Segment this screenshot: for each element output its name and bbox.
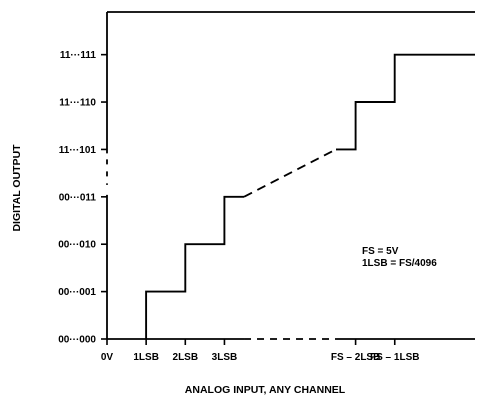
x-tick-label: FS – 1LSB — [370, 352, 419, 363]
annotation-lsb: 1LSB = FS/4096 — [362, 258, 437, 269]
curve-segment — [145, 195, 244, 339]
y-tick-label: 00···011 — [59, 192, 97, 203]
y-tick-label: 00···001 — [58, 287, 96, 298]
transfer-staircase — [145, 53, 475, 339]
annotation-fs: FS = 5V — [362, 246, 399, 257]
x-axis-title: ANALOG INPUT, ANY CHANNEL — [185, 384, 346, 396]
y-tick-label: 11···101 — [59, 145, 97, 156]
y-tick-label: 11···110 — [59, 98, 96, 109]
x-tick-label: 0V — [101, 352, 114, 363]
curve-segment-dashed — [243, 148, 337, 198]
x-tick-label: 2LSB — [173, 352, 199, 363]
y-tick-labels: 00···000 00···001 00···010 00···011 11···101… — [58, 50, 107, 346]
x-tick-label: 3LSB — [212, 352, 238, 363]
curve-segment — [336, 53, 475, 151]
y-tick-label: 11···111 — [60, 50, 97, 61]
y-axis-title: DIGITAL OUTPUT — [11, 144, 23, 232]
y-tick-label: 00···010 — [58, 240, 96, 251]
x-tick-label: 1LSB — [133, 352, 159, 363]
y-tick-label: 00···000 — [58, 335, 96, 346]
x-tick-label: FS – 2LSB — [331, 352, 380, 363]
plot-frame — [106, 11, 475, 340]
